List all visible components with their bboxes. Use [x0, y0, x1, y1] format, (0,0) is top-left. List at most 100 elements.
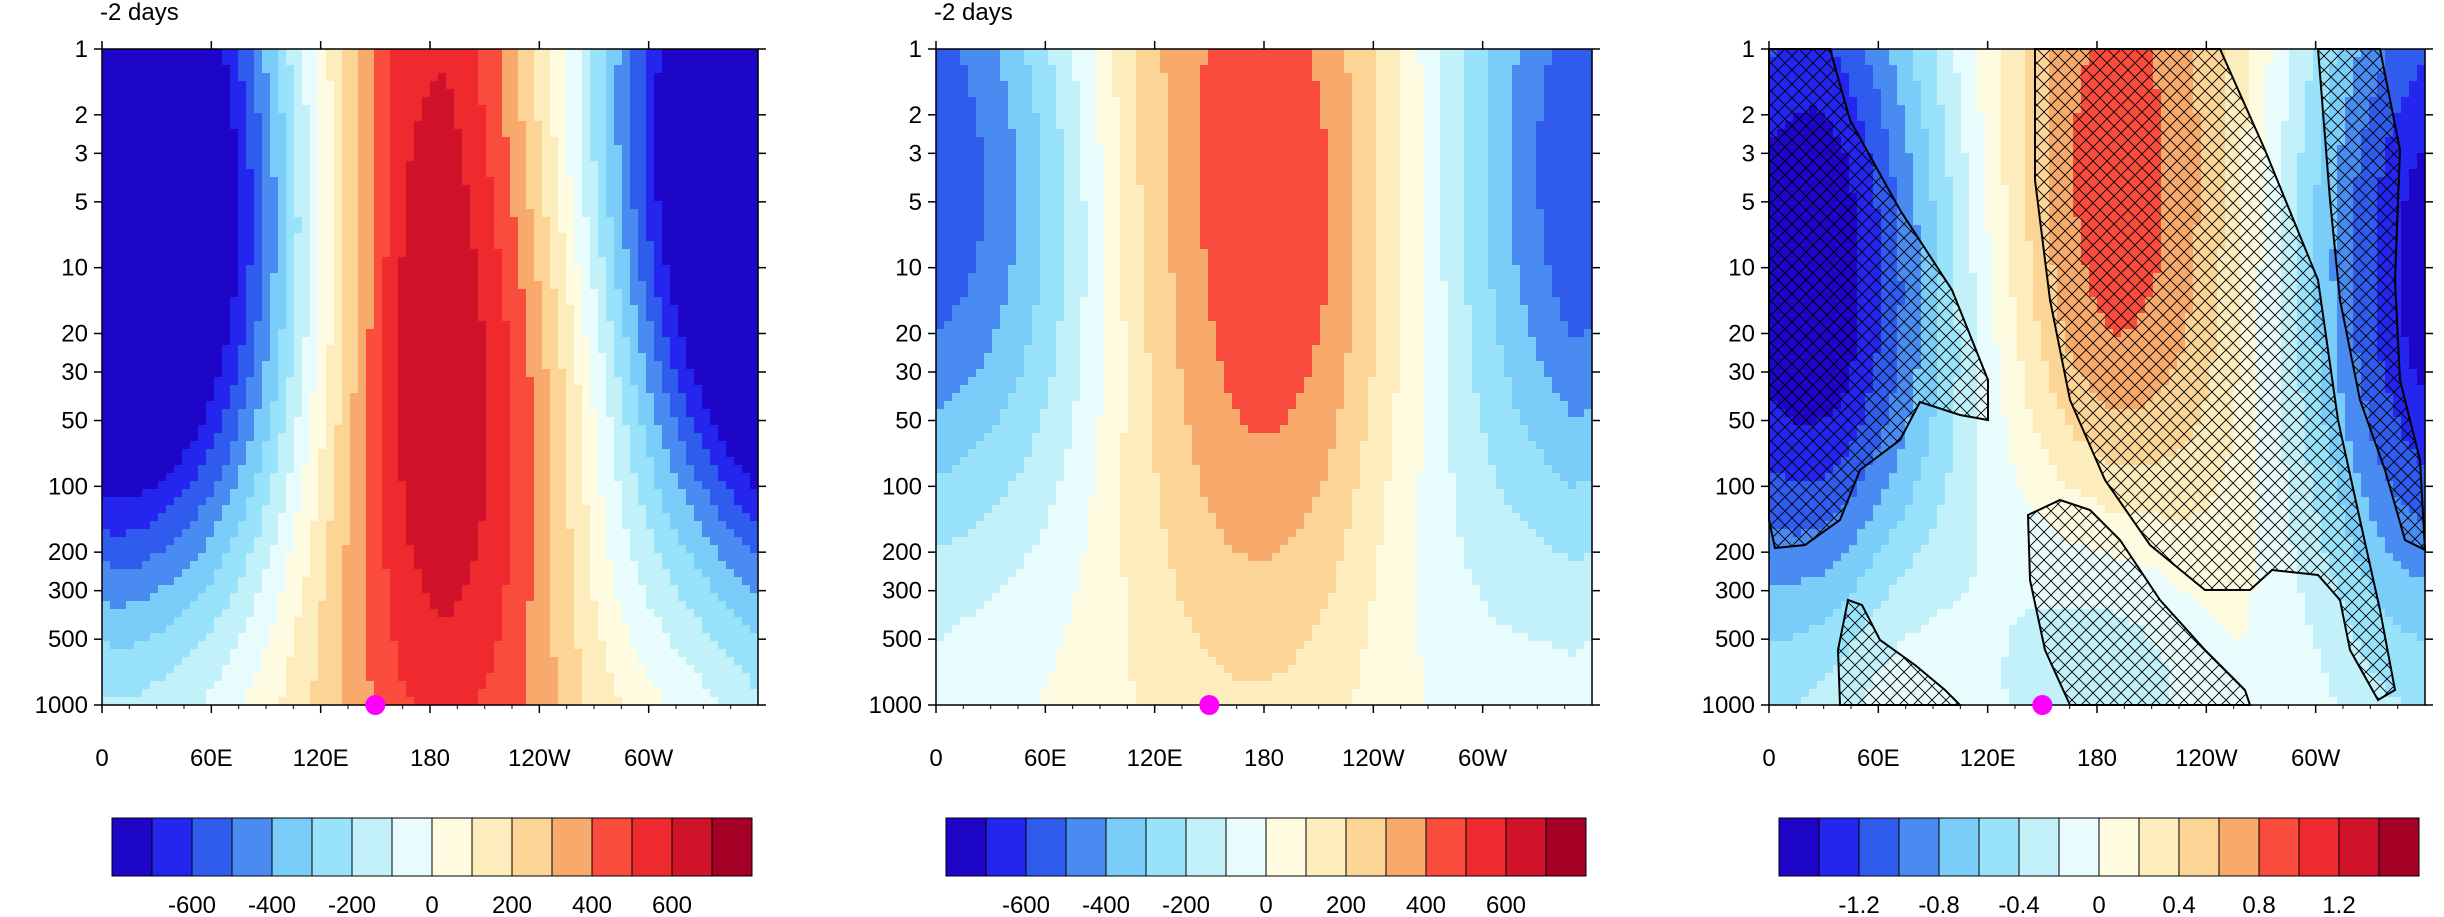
contour-cell — [374, 153, 383, 162]
contour-cell — [294, 265, 303, 274]
contour-cell — [582, 121, 591, 130]
contour-cell — [710, 225, 719, 234]
contour-cell — [598, 145, 607, 154]
contour-cell — [238, 169, 247, 178]
contour-cell — [166, 321, 175, 330]
contour-cell — [638, 361, 647, 370]
contour-cell — [678, 201, 687, 210]
contour-cell — [654, 417, 663, 426]
contour-cell — [502, 121, 511, 130]
contour-cell — [518, 513, 527, 522]
contour-cell — [118, 449, 127, 458]
contour-cell — [518, 273, 527, 282]
contour-cell — [230, 385, 239, 394]
contour-cell — [622, 249, 631, 258]
contour-cell — [478, 521, 487, 530]
contour-cell — [222, 297, 231, 306]
contour-cell — [142, 217, 151, 226]
contour-cell — [118, 401, 127, 410]
contour-cell — [590, 521, 599, 530]
contour-cell — [422, 265, 431, 274]
contour-cell — [334, 305, 343, 314]
contour-cell — [694, 273, 703, 282]
contour-cell — [142, 273, 151, 282]
contour-cell — [358, 513, 367, 522]
contour-cell — [518, 241, 527, 250]
contour-cell — [526, 161, 535, 170]
contour-cell — [718, 505, 727, 514]
contour-cell — [198, 145, 207, 154]
contour-cell — [190, 177, 199, 186]
contour-cell — [262, 417, 271, 426]
contour-cell — [398, 289, 407, 298]
contour-cell — [254, 257, 263, 266]
contour-cell — [206, 121, 215, 130]
contour-cell — [502, 481, 511, 490]
contour-cell — [302, 329, 311, 338]
contour-cell — [614, 345, 623, 354]
contour-cell — [158, 201, 167, 210]
contour-cell — [470, 169, 479, 178]
contour-cell — [382, 329, 391, 338]
contour-cell — [518, 385, 527, 394]
contour-cell — [702, 257, 711, 266]
contour-cell — [486, 321, 495, 330]
contour-cell — [574, 169, 583, 178]
contour-cell — [198, 273, 207, 282]
contour-cell — [606, 385, 615, 394]
contour-cell — [526, 177, 535, 186]
contour-cell — [134, 377, 143, 386]
contour-cell — [590, 169, 599, 178]
contour-cell — [734, 513, 743, 522]
contour-cell — [510, 241, 519, 250]
contour-cell — [350, 473, 359, 482]
contour-cell — [102, 121, 111, 130]
contour-cell — [542, 177, 551, 186]
contour-cell — [254, 377, 263, 386]
contour-cell — [630, 145, 639, 154]
contour-cell — [134, 305, 143, 314]
contour-cell — [350, 417, 359, 426]
contour-cell — [126, 457, 135, 466]
contour-cell — [126, 321, 135, 330]
contour-cell — [302, 289, 311, 298]
contour-cell — [126, 153, 135, 162]
contour-cell — [502, 441, 511, 450]
contour-cell — [494, 457, 503, 466]
contour-cell — [110, 241, 119, 250]
contour-cell — [102, 281, 111, 290]
contour-cell — [566, 529, 575, 538]
contour-cell — [278, 217, 287, 226]
contour-cell — [470, 345, 479, 354]
contour-cell — [678, 417, 687, 426]
contour-cell — [334, 321, 343, 330]
contour-cell — [318, 281, 327, 290]
contour-cell — [206, 313, 215, 322]
contour-cell — [198, 241, 207, 250]
contour-cell — [750, 513, 759, 522]
contour-cell — [182, 201, 191, 210]
contour-cell — [534, 273, 543, 282]
contour-cell — [270, 169, 279, 178]
contour-cell — [198, 49, 207, 58]
contour-cell — [718, 329, 727, 338]
contour-cell — [278, 417, 287, 426]
contour-cell — [430, 209, 439, 218]
contour-cell — [374, 129, 383, 138]
contour-cell — [582, 361, 591, 370]
contour-cell — [206, 529, 215, 538]
contour-cell — [734, 177, 743, 186]
contour-cell — [662, 113, 671, 122]
contour-cell — [686, 409, 695, 418]
contour-cell — [142, 145, 151, 154]
contour-cell — [206, 377, 215, 386]
contour-cell — [206, 281, 215, 290]
contour-cell — [598, 377, 607, 386]
contour-cell — [246, 105, 255, 114]
contour-cell — [582, 129, 591, 138]
contour-cell — [510, 233, 519, 242]
contour-cell — [430, 121, 439, 130]
contour-cell — [270, 97, 279, 106]
contour-cell — [318, 121, 327, 130]
contour-cell — [478, 121, 487, 130]
